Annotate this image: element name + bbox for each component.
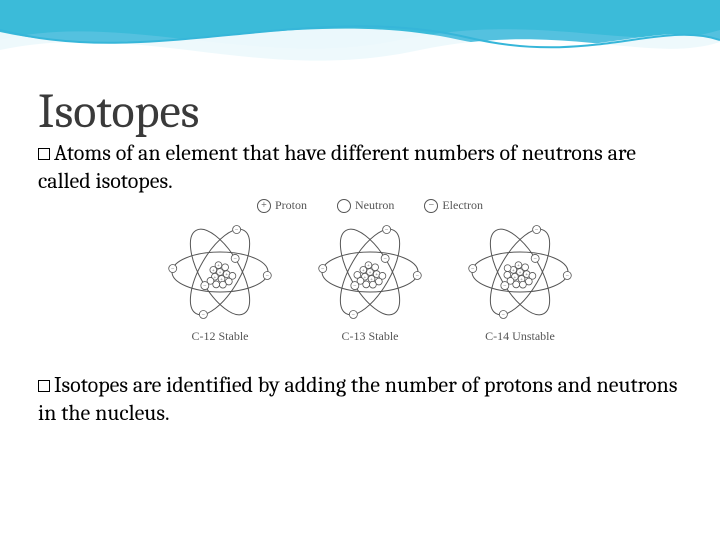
atom-c13-svg: ++++++−−−−−− xyxy=(315,217,425,327)
svg-text:+: + xyxy=(217,264,220,269)
bullet-square-icon xyxy=(38,148,50,160)
isotope-diagram: + Proton Neutron − Electron ++++++−−−−−−… xyxy=(160,198,580,344)
electron-icon: − xyxy=(424,199,438,213)
svg-text:−: − xyxy=(203,284,207,290)
atom-c12-label: C-12 Stable xyxy=(192,329,249,344)
atom-c12: ++++++−−−−−− C-12 Stable xyxy=(160,217,280,344)
legend-electron: − Electron xyxy=(424,198,483,213)
atom-c14: ++++++−−−−−− C-14 Unstable xyxy=(460,217,580,344)
legend-proton: + Proton xyxy=(257,198,307,213)
atom-c14-label: C-14 Unstable xyxy=(485,329,555,344)
svg-text:+: + xyxy=(362,269,365,274)
atom-c12-svg: ++++++−−−−−− xyxy=(165,217,275,327)
neutron-icon xyxy=(337,199,351,213)
svg-text:+: + xyxy=(367,264,370,269)
diagram-legend: + Proton Neutron − Electron xyxy=(160,198,580,213)
svg-text:−: − xyxy=(353,284,357,290)
svg-text:−: − xyxy=(502,312,506,318)
svg-text:+: + xyxy=(525,273,528,278)
atom-c13-label: C-13 Stable xyxy=(342,329,399,344)
svg-text:+: + xyxy=(375,273,378,278)
svg-text:−: − xyxy=(471,267,475,273)
bullet-1-text: Atoms of an element that have different … xyxy=(38,140,636,194)
header-wave xyxy=(0,0,720,90)
legend-electron-label: Electron xyxy=(442,198,483,213)
atoms-row: ++++++−−−−−− C-12 Stable ++++++−−−−−− C-… xyxy=(160,217,580,344)
svg-text:−: − xyxy=(202,312,206,318)
legend-neutron-label: Neutron xyxy=(355,198,394,213)
svg-text:−: − xyxy=(503,284,507,290)
atom-c13: ++++++−−−−−− C-13 Stable xyxy=(310,217,430,344)
atom-c14-svg: ++++++−−−−−− xyxy=(465,217,575,327)
bullet-2-text: Isotopes are identified by adding the nu… xyxy=(38,372,677,426)
svg-text:+: + xyxy=(212,269,215,274)
svg-text:+: + xyxy=(512,269,515,274)
bullet-1: Atoms of an element that have different … xyxy=(38,140,678,195)
svg-text:−: − xyxy=(321,267,325,273)
legend-neutron: Neutron xyxy=(337,198,394,213)
svg-text:+: + xyxy=(517,264,520,269)
bullet-2: Isotopes are identified by adding the nu… xyxy=(38,372,678,427)
slide-title: Isotopes xyxy=(38,84,199,139)
svg-text:−: − xyxy=(352,312,356,318)
svg-text:−: − xyxy=(171,267,175,273)
proton-icon: + xyxy=(257,199,271,213)
legend-proton-label: Proton xyxy=(275,198,307,213)
bullet-square-icon xyxy=(38,380,50,392)
svg-text:+: + xyxy=(225,273,228,278)
